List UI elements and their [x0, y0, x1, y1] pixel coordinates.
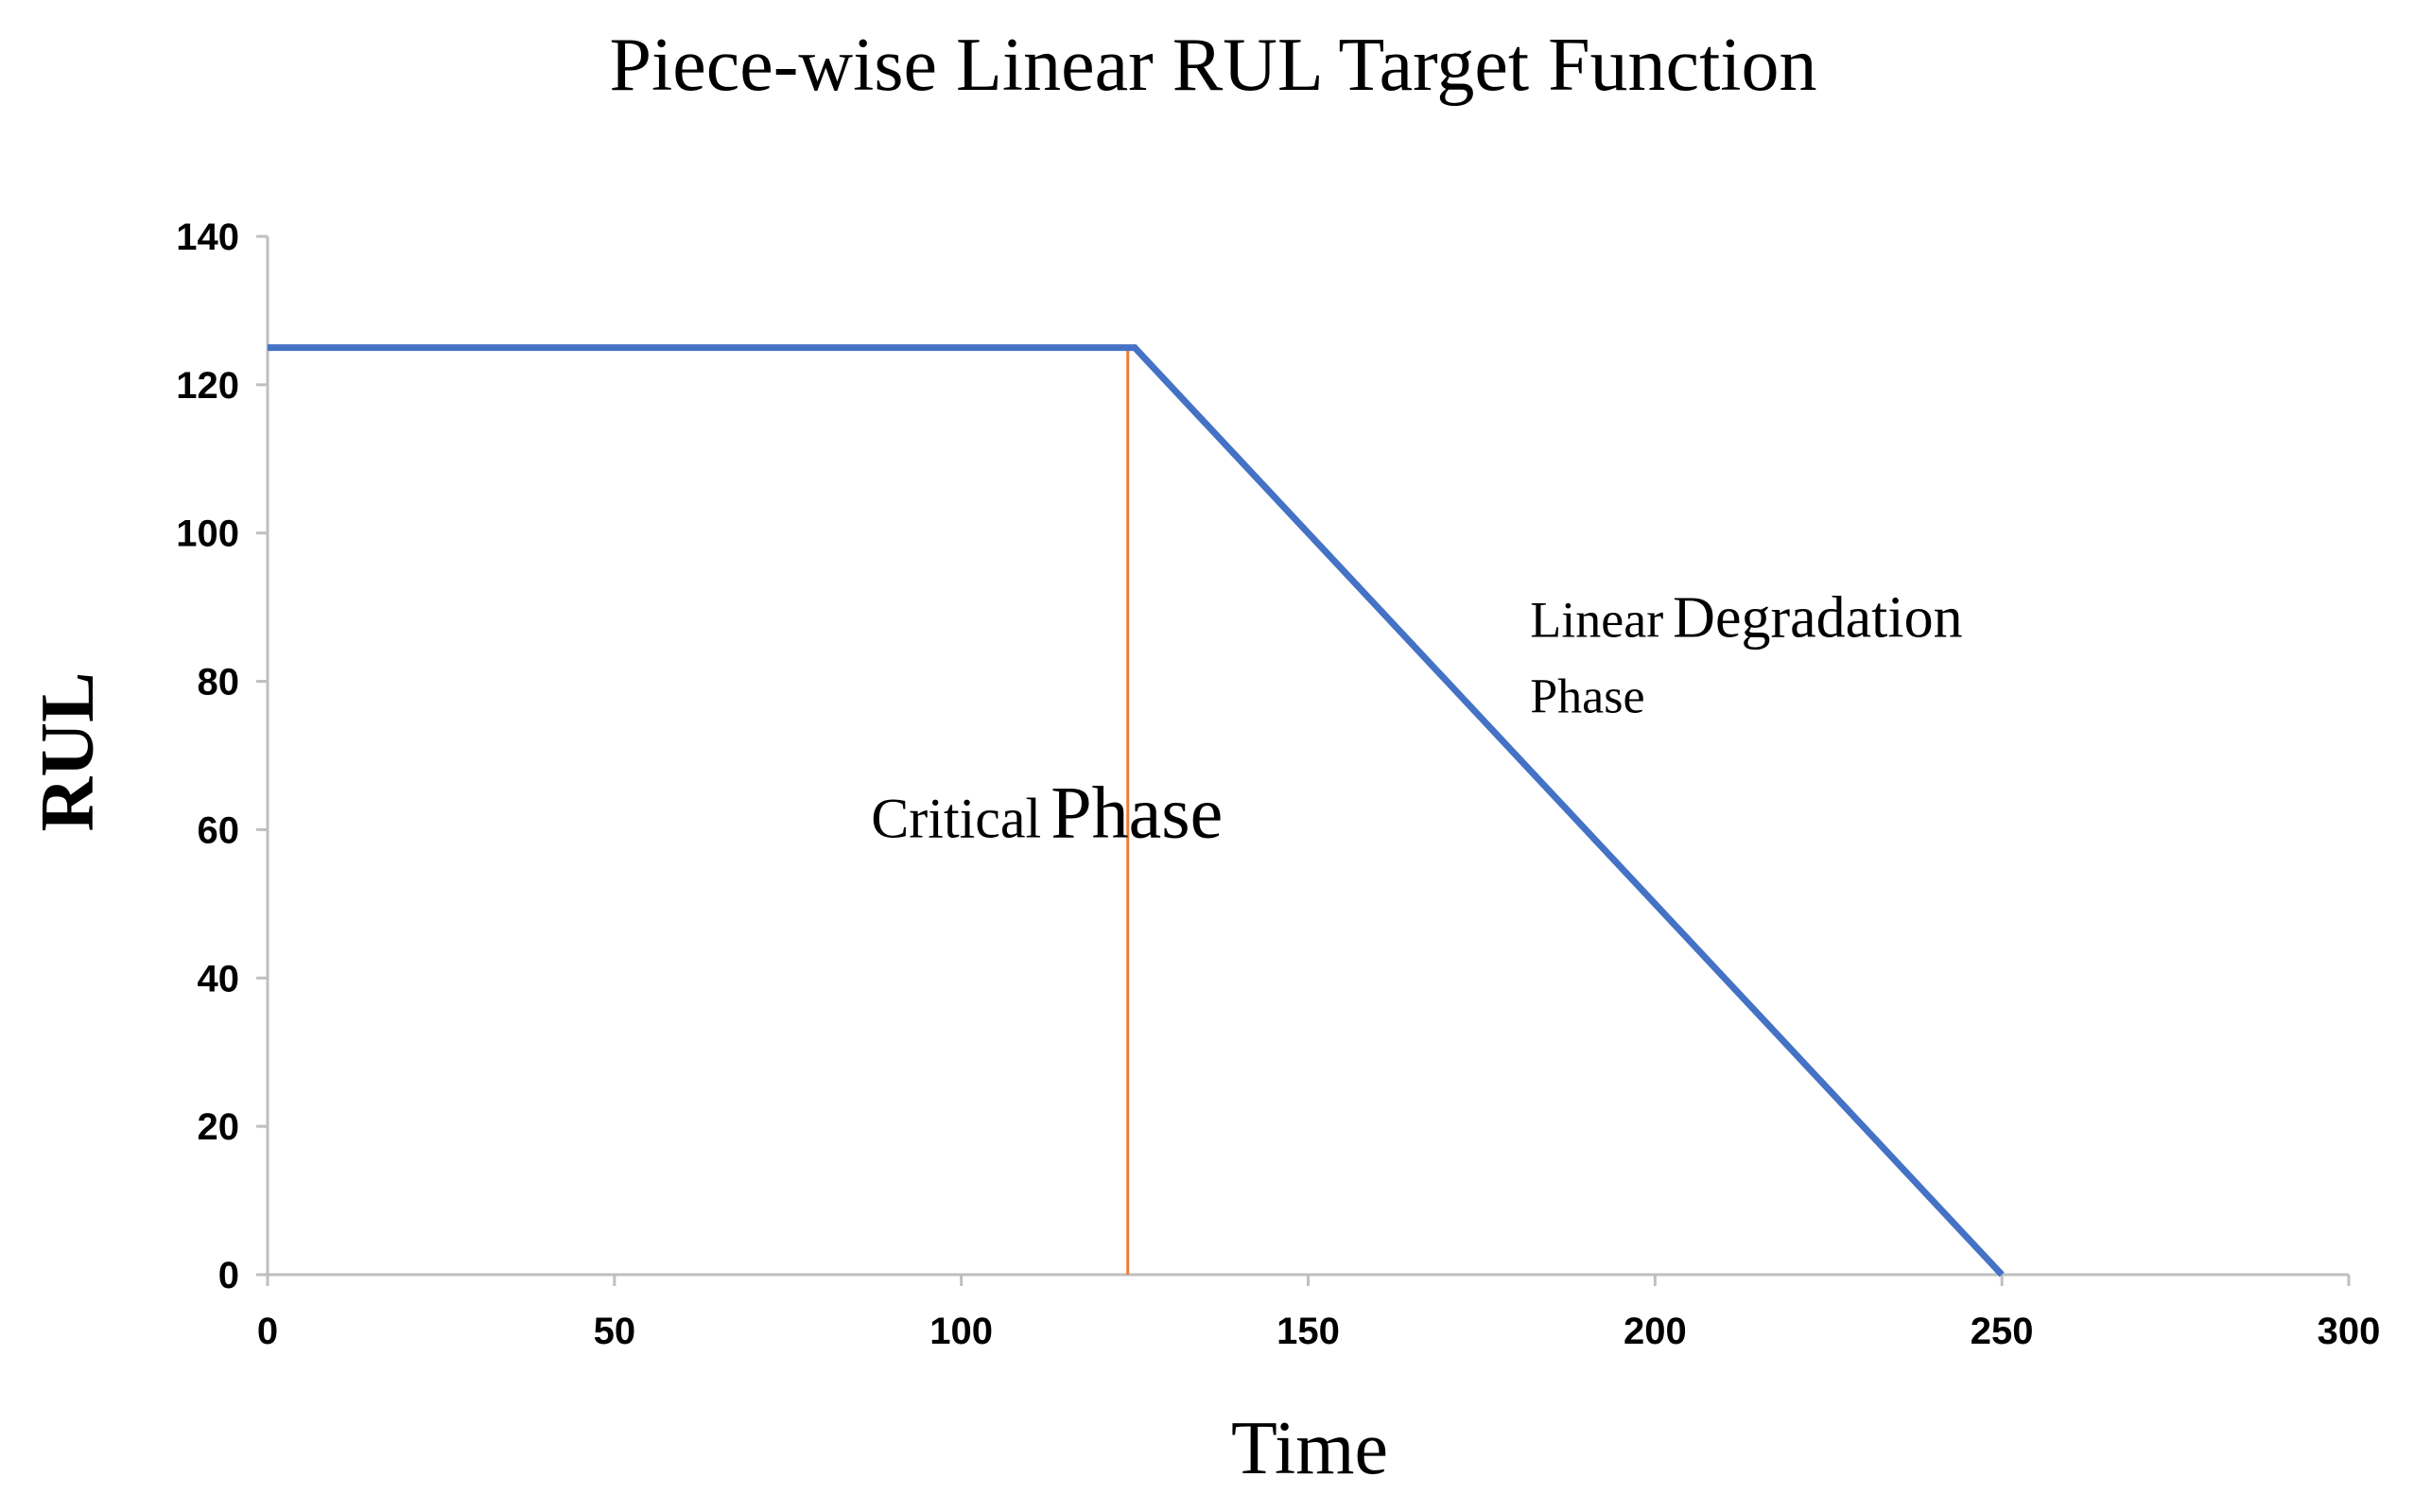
annotation-linear-degradation-phase-small: Linear [1530, 592, 1663, 649]
x-tick-label: 250 [1971, 1311, 2034, 1352]
y-tick-label: 60 [198, 809, 240, 851]
axes [266, 236, 2349, 1277]
x-tick-label: 0 [257, 1311, 278, 1352]
y-tick-label: 80 [198, 662, 240, 704]
y-tick-label: 0 [218, 1255, 239, 1296]
annotation-critical-phase-large: Phase [1051, 771, 1223, 853]
x-tick-label: 50 [594, 1311, 636, 1352]
annotation-critical-phase: Critical Phase [871, 771, 1223, 853]
x-tick-label: 100 [929, 1311, 993, 1352]
chart-title: Piece-wise Linear RUL Target Function [609, 24, 1816, 107]
y-tick-label: 100 [176, 513, 239, 555]
annotation-linear-degradation-phase: Linear Degradation [1530, 586, 1962, 651]
annotation-critical-phase-small: Critical [871, 787, 1041, 849]
annotation-linear-degradation-phase-line2: Phase [1530, 670, 1644, 724]
x-tick-label: 150 [1276, 1311, 1340, 1352]
annotation-linear-degradation-phase-large: Degradation [1673, 586, 1962, 651]
rul-target-line [268, 344, 2005, 1277]
series-group [268, 344, 2005, 1277]
y-tick-label: 40 [198, 958, 240, 999]
y-axis-ticks: 0 20 40 60 80 100 120 140 [176, 217, 268, 1296]
y-tick-label: 140 [176, 217, 239, 258]
y-tick-label: 20 [198, 1106, 240, 1148]
x-axis-title: Time [1231, 1407, 1388, 1490]
y-tick-label: 120 [176, 365, 239, 407]
x-tick-label: 300 [2318, 1311, 2381, 1352]
y-axis-title: RUL [26, 672, 110, 832]
x-axis-ticks: 0 50 100 150 200 250 300 [257, 1275, 2381, 1352]
x-tick-label: 200 [1624, 1311, 1687, 1352]
